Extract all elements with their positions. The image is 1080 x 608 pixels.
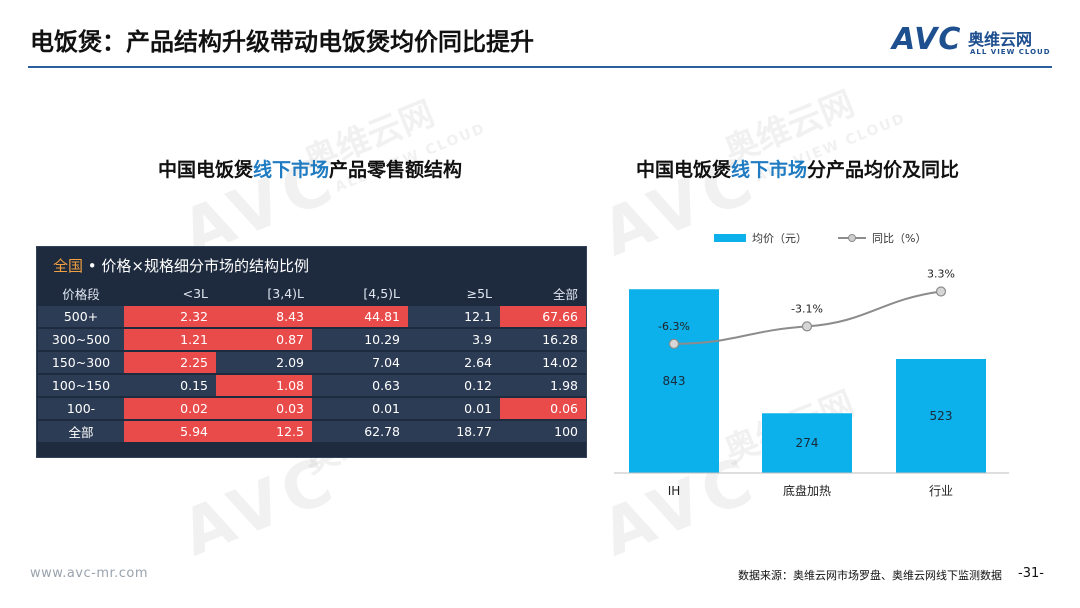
table-cell: 1.98 [500, 375, 586, 396]
page-title: 电饭煲：产品结构升级带动电饭煲均价同比提升 [30, 28, 534, 56]
column-header: 价格段 [38, 283, 124, 304]
table-cell: 12.1 [408, 306, 500, 327]
title-part: 中国电饭煲 [158, 159, 254, 181]
yoy-point [801, 321, 813, 332]
footer-url: www.avc-mr.com [30, 566, 149, 581]
category-label: 行业 [929, 484, 953, 498]
row-label: 100~150 [38, 375, 124, 396]
structure-table-panel: 全国 • 价格×规格细分市场的结构比例 价格段 <3L [3,4)L [4,5)… [36, 246, 587, 458]
column-header: <3L [124, 283, 216, 304]
table-header-row: 价格段 <3L [3,4)L [4,5)L ≥5L 全部 [38, 283, 586, 304]
bar-value-label: 843 [663, 374, 686, 388]
bar-底盘加热 [762, 413, 852, 473]
table-cell: 0.12 [408, 375, 500, 396]
table-cell: 12.5 [216, 421, 312, 442]
row-label: 300~500 [38, 329, 124, 350]
page-number: -31- [1018, 566, 1044, 581]
table-cell: 5.94 [124, 421, 216, 442]
price-chart-svg: 均价（元） 同比（%） 843 274 523 IH 底盘加热 行业 -6.3% -3.1% 3.3… [614, 232, 1009, 498]
region-label: 全国 [53, 257, 84, 275]
price-chart: 均价（元） 同比（%） 843 274 523 IH 底盘加热 行业 -6.3% -3.1% 3.3… [604, 225, 1024, 525]
bar-value-label: 523 [930, 409, 953, 423]
table-row: 100- 0.02 0.03 0.01 0.01 0.06 [38, 398, 586, 419]
table-row: 150~300 2.25 2.09 7.04 2.64 14.02 [38, 352, 586, 373]
logo-cn-text: 奥维云网 [968, 30, 1033, 49]
header-divider [28, 66, 1052, 68]
table-cell: 44.81 [312, 306, 408, 327]
table-cell: 7.04 [312, 352, 408, 373]
data-source-note: 数据来源：奥维云网市场罗盘、奥维云网线下监测数据 [738, 569, 1002, 582]
table-caption: 全国 • 价格×规格细分市场的结构比例 [53, 255, 309, 276]
row-label: 500+ [38, 306, 124, 327]
row-label: 150~300 [38, 352, 124, 373]
table-cell: 3.9 [408, 329, 500, 350]
avc-logo: AVC 奥维云网 ALL VIEW CLOUD [892, 22, 1052, 62]
table-row: 500+ 2.32 8.43 44.81 12.1 67.66 [38, 306, 586, 327]
table-cell: 0.03 [216, 398, 312, 419]
yoy-value-label: -3.1% [791, 302, 823, 315]
bar-IH [629, 289, 719, 473]
table-cell: 8.43 [216, 306, 312, 327]
table-cell: 2.64 [408, 352, 500, 373]
logo-avc-text: AVC [892, 22, 962, 57]
title-highlight: 线下市场 [731, 159, 808, 181]
column-header: 全部 [500, 283, 586, 304]
legend-bar-label: 均价（元） [752, 232, 807, 245]
table-cell: 0.06 [500, 398, 586, 419]
category-label: 底盘加热 [783, 483, 831, 498]
table-row: 全部 5.94 12.5 62.78 18.77 100 [38, 421, 586, 442]
table-cell: 16.28 [500, 329, 586, 350]
yoy-value-label: 3.3% [927, 268, 955, 281]
table-cell: 62.78 [312, 421, 408, 442]
table-cell: 1.08 [216, 375, 312, 396]
table-cell: 2.25 [124, 352, 216, 373]
table-cell: 1.21 [124, 329, 216, 350]
table-cell: 0.02 [124, 398, 216, 419]
watermark-avc: AVC [171, 442, 348, 572]
table-row: 300~500 1.21 0.87 10.29 3.9 16.28 [38, 329, 586, 350]
yoy-point [668, 338, 680, 349]
title-highlight: 线下市场 [253, 159, 330, 181]
table-cell: 18.77 [408, 421, 500, 442]
table-cell: 67.66 [500, 306, 586, 327]
legend-bar-swatch [714, 234, 746, 242]
category-label: IH [668, 484, 681, 498]
title-part: 产品零售额结构 [329, 159, 463, 181]
legend-line-marker [848, 234, 856, 242]
yoy-point [935, 286, 947, 297]
table-section-title: 中国电饭煲线下市场产品零售额结构 [158, 155, 462, 182]
row-label: 100- [38, 398, 124, 419]
column-header: ≥5L [408, 283, 500, 304]
table-cell: 0.63 [312, 375, 408, 396]
caption-text: • 价格×规格细分市场的结构比例 [83, 257, 309, 275]
table-cell: 2.32 [124, 306, 216, 327]
bar-value-label: 274 [796, 436, 819, 450]
table-cell: 0.15 [124, 375, 216, 396]
table-cell: 10.29 [312, 329, 408, 350]
legend-line-label: 同比（%） [872, 232, 926, 245]
logo-en-text: ALL VIEW CLOUD [970, 48, 1051, 56]
table-cell: 0.01 [408, 398, 500, 419]
structure-table: 价格段 <3L [3,4)L [4,5)L ≥5L 全部 500+ 2.32 8.4… [38, 281, 586, 444]
title-part: 分产品均价及同比 [807, 159, 960, 181]
column-header: [3,4)L [216, 283, 312, 304]
row-label: 全部 [38, 421, 124, 442]
yoy-value-label: -6.3% [658, 320, 690, 333]
column-header: [4,5)L [312, 283, 408, 304]
bar-行业 [896, 358, 986, 473]
table-cell: 14.02 [500, 352, 586, 373]
table-cell: 100 [500, 421, 586, 442]
table-cell: 2.09 [216, 352, 312, 373]
table-cell: 0.01 [312, 398, 408, 419]
chart-section-title: 中国电饭煲线下市场分产品均价及同比 [636, 155, 959, 182]
table-cell: 0.87 [216, 329, 312, 350]
title-part: 中国电饭煲 [636, 159, 732, 181]
table-row: 100~150 0.15 1.08 0.63 0.12 1.98 [38, 375, 586, 396]
